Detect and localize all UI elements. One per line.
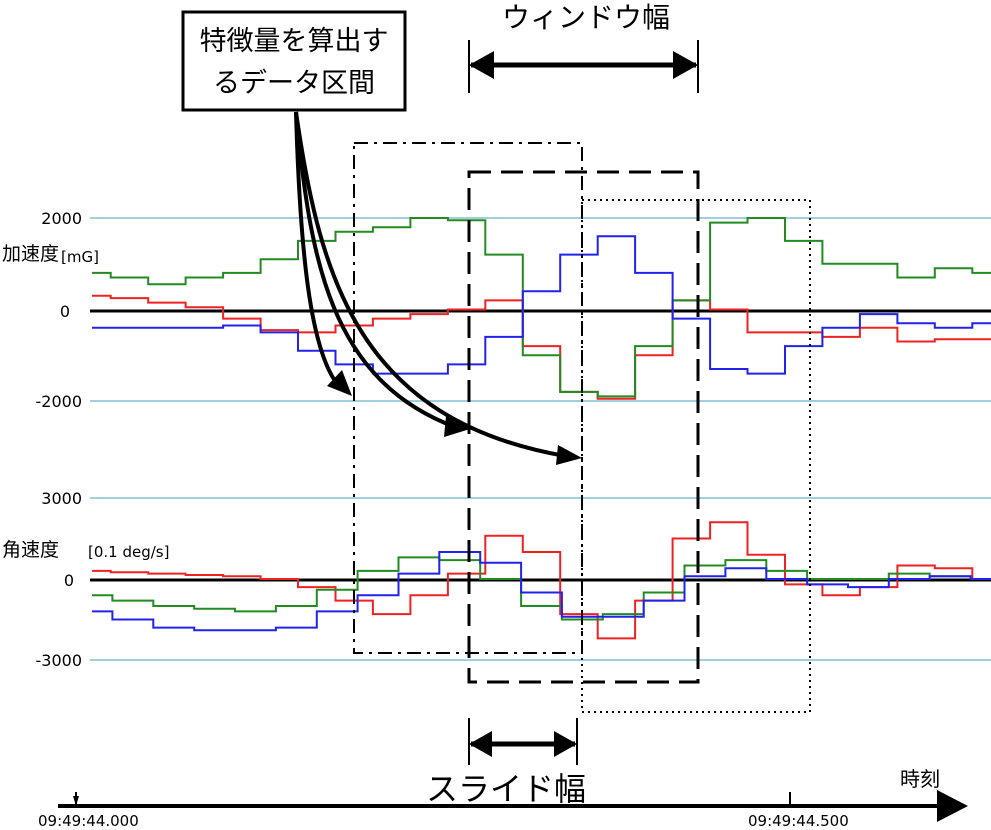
accel-series-blue: [92, 235, 991, 375]
window-width-arrowhead-left: [469, 51, 494, 79]
callout-arrow-3: [294, 111, 566, 458]
callout-arrowhead-3: [556, 445, 582, 465]
window-2-dashed: [467, 170, 700, 684]
gyro-series-group: [92, 521, 991, 640]
accel-ylabel: 加速度: [2, 243, 59, 265]
callout-line-2: るデータ区間: [213, 68, 375, 99]
callout-arrows: [294, 111, 566, 458]
gyro-series-blue: [92, 551, 991, 632]
gyro-unit: [0.1 deg/s]: [88, 543, 169, 561]
callout-arrow-1: [294, 111, 340, 387]
window-width-arrowhead-right: [673, 51, 698, 79]
window-3-dotted: [581, 199, 811, 713]
callout-arrowhead-1: [327, 370, 352, 396]
gyro-tick-minus-3000: -3000: [36, 651, 83, 670]
time-axis-start-label: 09:49:44.000: [38, 812, 139, 830]
accel-series-green: [92, 217, 991, 398]
gyro-tick-0: 0: [64, 571, 74, 590]
accel-tick-2000: 2000: [41, 209, 82, 228]
slide-width-label: スライド幅: [426, 770, 586, 808]
accel-tick-0: 0: [60, 302, 70, 321]
gyro-series-red: [92, 521, 991, 640]
callout-line-1: 特徴量を算出す: [200, 26, 389, 57]
gyro-ylabel: 角速度: [2, 539, 59, 561]
slide-width-marker: スライド幅: [426, 718, 586, 808]
slide-width-arrowhead-right: [554, 731, 577, 757]
gyro-series-green: [92, 556, 991, 621]
gyro-tick-3000: 3000: [41, 489, 82, 508]
time-axis: 09:49:44.000 09:49:44.500 時刻: [38, 767, 968, 830]
slide-width-arrowhead-left: [469, 731, 492, 757]
callout-arrowhead-2: [444, 416, 470, 437]
time-axis-arrowhead: [937, 790, 968, 822]
time-axis-label: 時刻: [900, 767, 940, 791]
window-width-label: ウィンドウ幅: [502, 1, 670, 34]
callout-box: [181, 10, 407, 112]
accel-gridlines: [90, 217, 991, 402]
accel-series-group: [92, 217, 991, 400]
callout: 特徴量を算出す るデータ区間: [181, 10, 407, 112]
accel-tick-minus-2000: -2000: [36, 392, 83, 411]
time-axis-end-label: 09:49:44.500: [748, 812, 849, 830]
window-width-marker: ウィンドウ幅: [468, 1, 699, 93]
accel-unit: [mG]: [61, 248, 99, 266]
callout-arrow-2: [294, 111, 456, 429]
